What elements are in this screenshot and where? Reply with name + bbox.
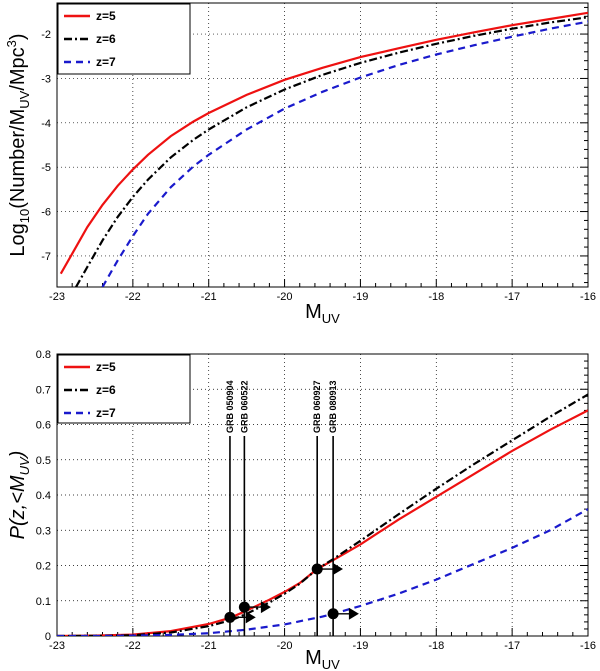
y-tick-label: 0.7 <box>36 384 51 396</box>
grb-marker-point <box>238 601 250 613</box>
x-tick-label: -19 <box>352 640 368 652</box>
y-tick-label: -6 <box>41 207 51 219</box>
y-tick-label: -3 <box>41 73 51 85</box>
legend-box <box>57 3 191 75</box>
legend: z=5 z=6 z=7 <box>57 354 191 424</box>
grb-label: GRB 060927 <box>312 380 322 433</box>
grb-marker-point <box>224 611 236 623</box>
x-tick-label: -17 <box>504 640 520 652</box>
grb-label: GRB 050904 <box>225 380 235 433</box>
y-tick-label: 0.4 <box>36 490 51 502</box>
y-tick-label: 0.2 <box>36 561 51 573</box>
y-axis-title: P(z,<MUV) <box>7 451 32 540</box>
plot-frame <box>56 2 589 288</box>
x-tick-label: -20 <box>277 291 293 303</box>
x-tick-label: -16 <box>580 291 596 303</box>
y-axis-title: Log10(Number/MUV/Mpc3) <box>4 33 32 256</box>
x-axis-title: MUV <box>305 301 340 326</box>
grb-marker-point <box>327 608 339 620</box>
y-tick-label: 0 <box>45 631 51 643</box>
chart-panel-2: -23 -22 -21 -20 -19 -18 -17 -16 0 0.1 0.2 0.3 0.4 0.5… <box>7 349 596 671</box>
grb-label: GRB 060522 <box>239 380 249 433</box>
x-tick-label: -19 <box>352 291 368 303</box>
grb-arrow-head <box>245 611 256 624</box>
series-line-z7 <box>57 508 588 636</box>
x-axis-title: MUV <box>305 647 340 671</box>
y-tick-label: -7 <box>41 251 51 263</box>
x-tick-label: -22 <box>125 291 141 303</box>
x-tick-label: -18 <box>428 291 444 303</box>
grb-marker-point <box>311 563 323 575</box>
legend-entry: z=5 <box>96 9 116 23</box>
y-tick-label: -5 <box>41 162 51 174</box>
y-tick-label: 0.5 <box>36 455 51 467</box>
series-line-z5 <box>59 11 588 275</box>
y-tick-label: -4 <box>41 118 51 130</box>
y-tick-label: 0.6 <box>36 420 51 432</box>
grb-arrow-head <box>348 607 359 620</box>
y-tick-label: 0.1 <box>36 596 51 608</box>
series-line-z6 <box>75 16 588 287</box>
x-tick-label: -20 <box>277 640 293 652</box>
x-tick-label: -23 <box>49 291 65 303</box>
x-tick-label: -23 <box>49 640 65 652</box>
grb-arrow-head <box>332 563 343 576</box>
series-line-z7 <box>101 20 588 287</box>
series-line-z5 <box>57 409 588 636</box>
legend-entry: z=6 <box>96 383 116 397</box>
grb-label: GRB 080913 <box>328 380 338 433</box>
x-tick-label: -18 <box>428 640 444 652</box>
series-line-z6 <box>57 393 588 636</box>
grb-arrow-head <box>260 601 271 614</box>
legend-entry: z=7 <box>96 55 116 69</box>
x-tick-label: -21 <box>201 291 217 303</box>
chart-panel-1: -23 -22 -21 -20 -19 -18 -17 -16-7-6-5-4-3-2z=5z… <box>4 2 596 326</box>
y-tick-label: -2 <box>41 29 51 41</box>
legend-entry: z=6 <box>96 32 116 46</box>
x-tick-label: -22 <box>125 640 141 652</box>
y-tick-label: 0.8 <box>36 349 51 361</box>
x-tick-label: -16 <box>580 640 596 652</box>
x-tick-label: -21 <box>201 640 217 652</box>
x-tick-label: -17 <box>504 291 520 303</box>
legend-entry: z=7 <box>96 406 116 420</box>
legend: z=5 z=6 z=7 <box>57 3 191 75</box>
legend-entry: z=5 <box>96 360 116 374</box>
y-tick-label: 0.3 <box>36 525 51 537</box>
